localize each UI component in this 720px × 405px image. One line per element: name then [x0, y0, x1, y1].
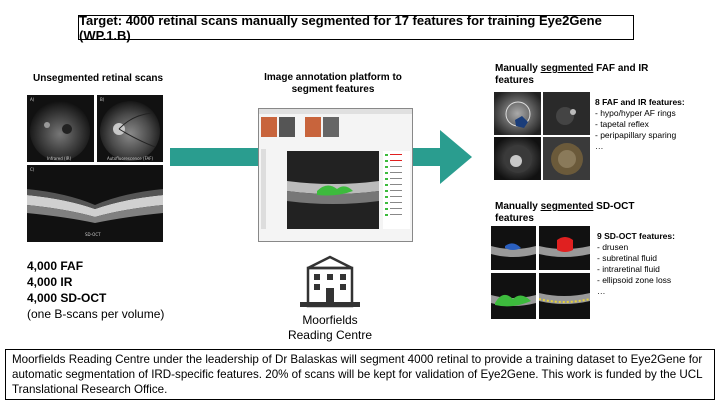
sdoct-scan-image: C) SD-OCT	[27, 165, 163, 242]
faf-seg-mark	[515, 116, 528, 128]
oct-features-title: 9 SD-OCT features:	[597, 231, 675, 241]
oct-segmented-image-2	[539, 226, 590, 270]
scan-counts: 4,000 FAF 4,000 IR 4,000 SD-OCT (one B-s…	[27, 258, 164, 322]
faf-count: 4,000 FAF	[27, 259, 84, 273]
title-box: Target: 4000 retinal scans manually segm…	[78, 12, 634, 43]
faf-segmented-image-1	[494, 92, 541, 135]
right-top-header: Manually segmented FAF and IR features	[495, 63, 649, 86]
summary-text: Moorfields Reading Centre under the lead…	[12, 353, 703, 396]
ir-segmented-image-1	[494, 137, 541, 180]
right-bottom-header: Manually segmented SD-OCT features	[495, 201, 635, 224]
faf-segmented-image-2	[543, 92, 590, 135]
faf-label: Autofluorescence (FAF)	[107, 156, 154, 161]
ir-segmented-image-2	[543, 137, 590, 180]
org-name: Moorfields Reading Centre	[287, 313, 373, 342]
ir-label: Infrared (IR)	[47, 156, 72, 161]
building-icon	[300, 255, 360, 308]
faf-ir-features: 8 FAF and IR features: - hypo/hyper AF r…	[595, 97, 685, 151]
ir-scan-image: A) Infrared (IR)	[27, 95, 94, 162]
sdoct-count: 4,000 SD-OCT	[27, 291, 107, 305]
oct-segmented-image-4	[538, 273, 591, 319]
middle-header: Image annotation platform to segment fea…	[264, 72, 402, 95]
faf-ir-features-title: 8 FAF and IR features:	[595, 97, 685, 107]
oct-segmented-image-1	[491, 226, 536, 270]
diagram-title: Target: 4000 retinal scans manually segm…	[79, 12, 602, 43]
sdoct-label: SD-OCT	[85, 232, 101, 237]
ir-count: 4,000 IR	[27, 275, 73, 289]
left-header: Unsegmented retinal scans	[33, 73, 164, 84]
faf-scan-image: B) Autofluorescence (FAF)	[97, 95, 163, 162]
annotation-platform-screenshot	[258, 108, 413, 242]
oct-features: 9 SD-OCT features: - drusen - subretinal…	[597, 231, 675, 296]
oct-segmented-image-3	[491, 273, 536, 319]
bscan-note: (one B-scans per volume)	[27, 307, 165, 321]
summary-box: Moorfields Reading Centre under the lead…	[5, 349, 715, 400]
